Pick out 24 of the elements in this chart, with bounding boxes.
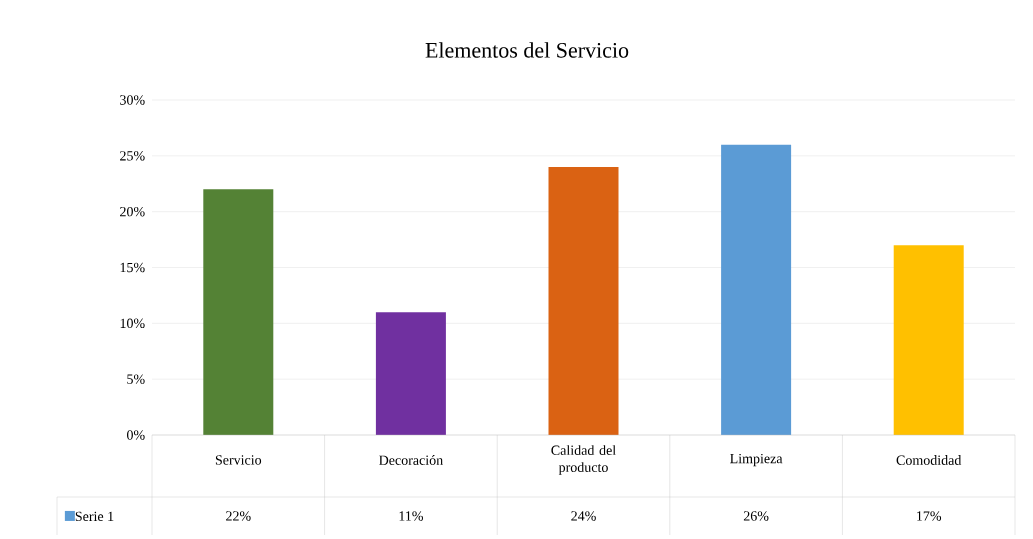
legend-label: Serie 1 [75, 511, 114, 522]
y-tick-label: 20% [120, 206, 145, 217]
data-label: 11% [399, 511, 423, 521]
y-tick-label: 15% [120, 262, 145, 273]
bar [203, 189, 274, 435]
bar [893, 245, 964, 435]
data-label: 17% [917, 511, 942, 521]
data-label: 24% [571, 511, 596, 521]
x-tick-label: Servicio [215, 455, 262, 465]
x-tick-label: Comodidad [896, 455, 962, 465]
x-tick-label: Decoración [379, 455, 443, 465]
x-tick-label: Limpieza [730, 453, 783, 467]
y-tick-label: 10% [120, 318, 145, 329]
bar [375, 312, 446, 435]
y-tick-label: 5% [127, 374, 145, 384]
data-label: 26% [743, 511, 769, 521]
bar [721, 144, 792, 435]
y-tick-label: 25% [120, 151, 145, 161]
bar [548, 167, 619, 435]
data-label: 22% [226, 511, 251, 521]
x-tick-label: Calidad del producto [551, 445, 616, 475]
y-tick-label: 30% [120, 95, 145, 105]
y-tick-label: 0% [127, 430, 145, 440]
chart-title: Elementos del Servicio [425, 42, 629, 58]
